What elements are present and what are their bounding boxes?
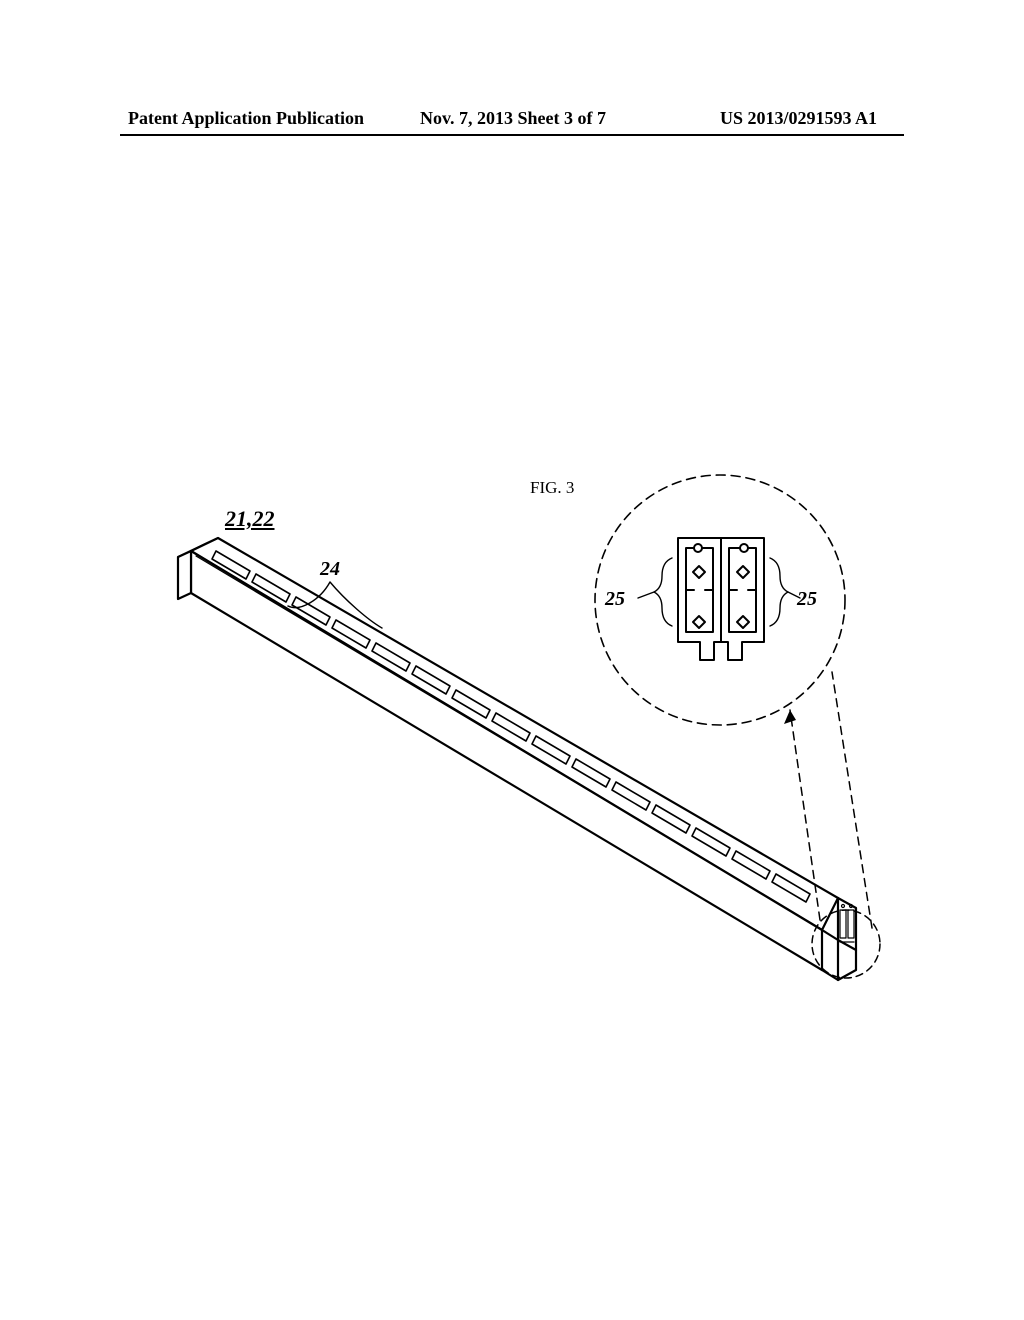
- figure-drawing: [0, 0, 1024, 1320]
- profile-detail: [678, 538, 764, 660]
- brace-25-right: [770, 558, 800, 626]
- brace-25-left: [638, 558, 672, 626]
- beam-left-endcap: [178, 551, 191, 599]
